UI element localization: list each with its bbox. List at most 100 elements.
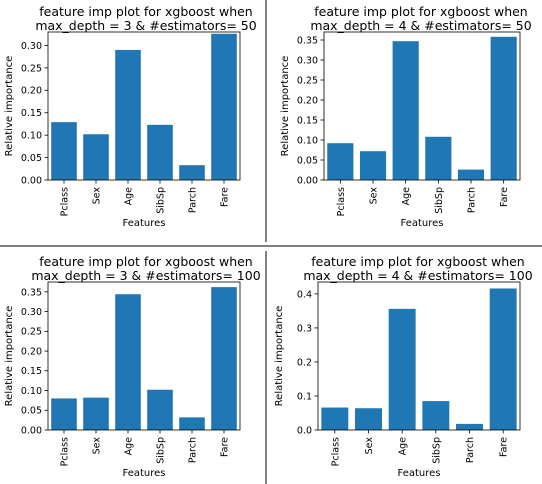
y-tick-label: 0.30 <box>297 55 318 66</box>
y-axis-label: Relative importance <box>280 56 291 157</box>
x-tick-label-pclass: Pclass <box>336 187 347 216</box>
x-tick-label-sibsp: SibSp <box>434 187 445 214</box>
bar-sex <box>355 408 382 430</box>
y-tick-label: 0.30 <box>21 41 42 52</box>
bar-pclass <box>51 122 77 180</box>
x-tick-label-sibsp: SibSp <box>431 437 442 464</box>
x-tick-label-fare: Fare <box>499 437 510 457</box>
y-tick-label: 0.05 <box>297 155 318 166</box>
x-tick-label-age: Age <box>398 437 409 456</box>
chart-title-line: max_depth = 4 & #estimators= 50 <box>310 18 531 33</box>
chart-title-line: max_depth = 3 & #estimators= 100 <box>31 268 260 283</box>
chart-title-line: feature imp plot for xgboost when <box>39 254 252 269</box>
x-tick-label-parch: Parch <box>188 187 199 213</box>
bar-fare <box>489 288 517 430</box>
x-tick-label-sex: Sex <box>92 187 103 205</box>
y-tick-label: 0.10 <box>21 386 42 397</box>
bar-sibsp <box>425 136 452 180</box>
bar-parch <box>456 423 483 430</box>
y-tick-label: 0.30 <box>21 307 42 318</box>
x-tick-label-age: Age <box>124 437 135 456</box>
bar-pclass <box>327 143 354 180</box>
bar-age <box>115 294 141 430</box>
x-tick-label-sex: Sex <box>369 187 380 205</box>
plot-frame <box>47 31 241 181</box>
bar-age <box>392 41 419 181</box>
x-tick-label-fare: Fare <box>220 437 231 457</box>
x-axis-label: Features <box>398 468 441 479</box>
x-tick-label-fare: Fare <box>499 187 510 207</box>
chart-title-line: feature imp plot for xgboost when <box>314 4 527 19</box>
x-tick-label-parch: Parch <box>467 187 478 213</box>
y-tick-label: 0.35 <box>297 35 318 46</box>
x-tick-label-sibsp: SibSp <box>156 437 167 464</box>
x-tick-label-parch: Parch <box>465 437 476 463</box>
y-tick-label: 0.10 <box>297 135 318 146</box>
y-tick-label: 0.15 <box>21 108 42 119</box>
plot-frame <box>323 31 521 181</box>
y-tick-label: 0.25 <box>297 75 318 86</box>
y-tick-label: 0.0 <box>297 425 312 436</box>
y-tick-label: 0.4 <box>297 289 312 300</box>
y-tick-label: 0.20 <box>297 95 318 106</box>
x-tick-label-pclass: Pclass <box>330 437 341 466</box>
chart-panel-1: feature imp plot for xgboost whenmax_dep… <box>4 4 257 229</box>
y-tick-label: 0.25 <box>21 63 42 74</box>
bar-age <box>388 308 416 430</box>
y-axis-label: Relative importance <box>4 56 15 157</box>
y-tick-label: 0.00 <box>297 175 318 186</box>
x-tick-label-sex: Sex <box>364 437 375 455</box>
x-tick-label-pclass: Pclass <box>60 437 71 466</box>
bar-fare <box>211 287 237 430</box>
x-axis-label: Features <box>401 218 444 229</box>
x-tick-label-sex: Sex <box>92 437 103 455</box>
chart-panel-4: feature imp plot for xgboost whenmax_dep… <box>274 254 533 479</box>
x-axis-label: Features <box>123 218 166 229</box>
y-tick-label: 0.00 <box>21 425 42 436</box>
chart-panel-2: feature imp plot for xgboost whenmax_dep… <box>280 4 532 229</box>
x-tick-label-fare: Fare <box>220 187 231 207</box>
x-tick-label-pclass: Pclass <box>60 187 71 216</box>
bar-age <box>115 49 141 180</box>
bar-parch <box>179 417 205 430</box>
plot-frame <box>47 281 241 431</box>
y-tick-label: 0.05 <box>21 153 42 164</box>
y-tick-label: 0.20 <box>21 346 42 357</box>
bar-parch <box>457 169 485 180</box>
x-axis-label: Features <box>123 468 166 479</box>
bar-pclass <box>51 398 77 430</box>
y-axis-label: Relative importance <box>274 306 285 407</box>
x-tick-label-parch: Parch <box>188 437 199 463</box>
y-tick-label: 0.10 <box>21 131 42 142</box>
x-tick-label-age: Age <box>124 187 135 206</box>
bar-sex <box>83 397 109 430</box>
bar-sibsp <box>147 389 173 430</box>
y-tick-label: 0.2 <box>297 357 312 368</box>
y-tick-label: 0.15 <box>297 115 318 126</box>
y-tick-label: 0.15 <box>21 366 42 377</box>
bar-fare <box>490 36 517 180</box>
y-tick-label: 0.25 <box>21 327 42 338</box>
y-axis-label: Relative importance <box>4 306 15 407</box>
chart-title-line: feature imp plot for xgboost when <box>311 254 524 269</box>
bar-sibsp <box>147 124 173 180</box>
y-tick-label: 0.3 <box>297 323 312 334</box>
x-tick-label-sibsp: SibSp <box>156 187 167 214</box>
chart-panel-3: feature imp plot for xgboost whenmax_dep… <box>4 254 261 479</box>
bar-sex <box>359 151 387 180</box>
bar-sex <box>83 134 109 180</box>
bar-pclass <box>321 407 349 430</box>
y-tick-label: 0.20 <box>21 86 42 97</box>
bar-parch <box>179 165 205 180</box>
y-tick-label: 0.00 <box>21 175 42 186</box>
y-tick-label: 0.05 <box>21 406 42 417</box>
bar-fare <box>211 33 237 180</box>
bar-sibsp <box>422 401 450 430</box>
x-tick-label-age: Age <box>401 187 412 206</box>
chart-title-line: max_depth = 3 & #estimators= 50 <box>35 18 256 33</box>
y-tick-label: 0.35 <box>21 287 42 298</box>
chart-title-line: max_depth = 4 & #estimators= 100 <box>303 268 532 283</box>
y-tick-label: 0.1 <box>297 391 312 402</box>
chart-title-line: feature imp plot for xgboost when <box>39 4 252 19</box>
